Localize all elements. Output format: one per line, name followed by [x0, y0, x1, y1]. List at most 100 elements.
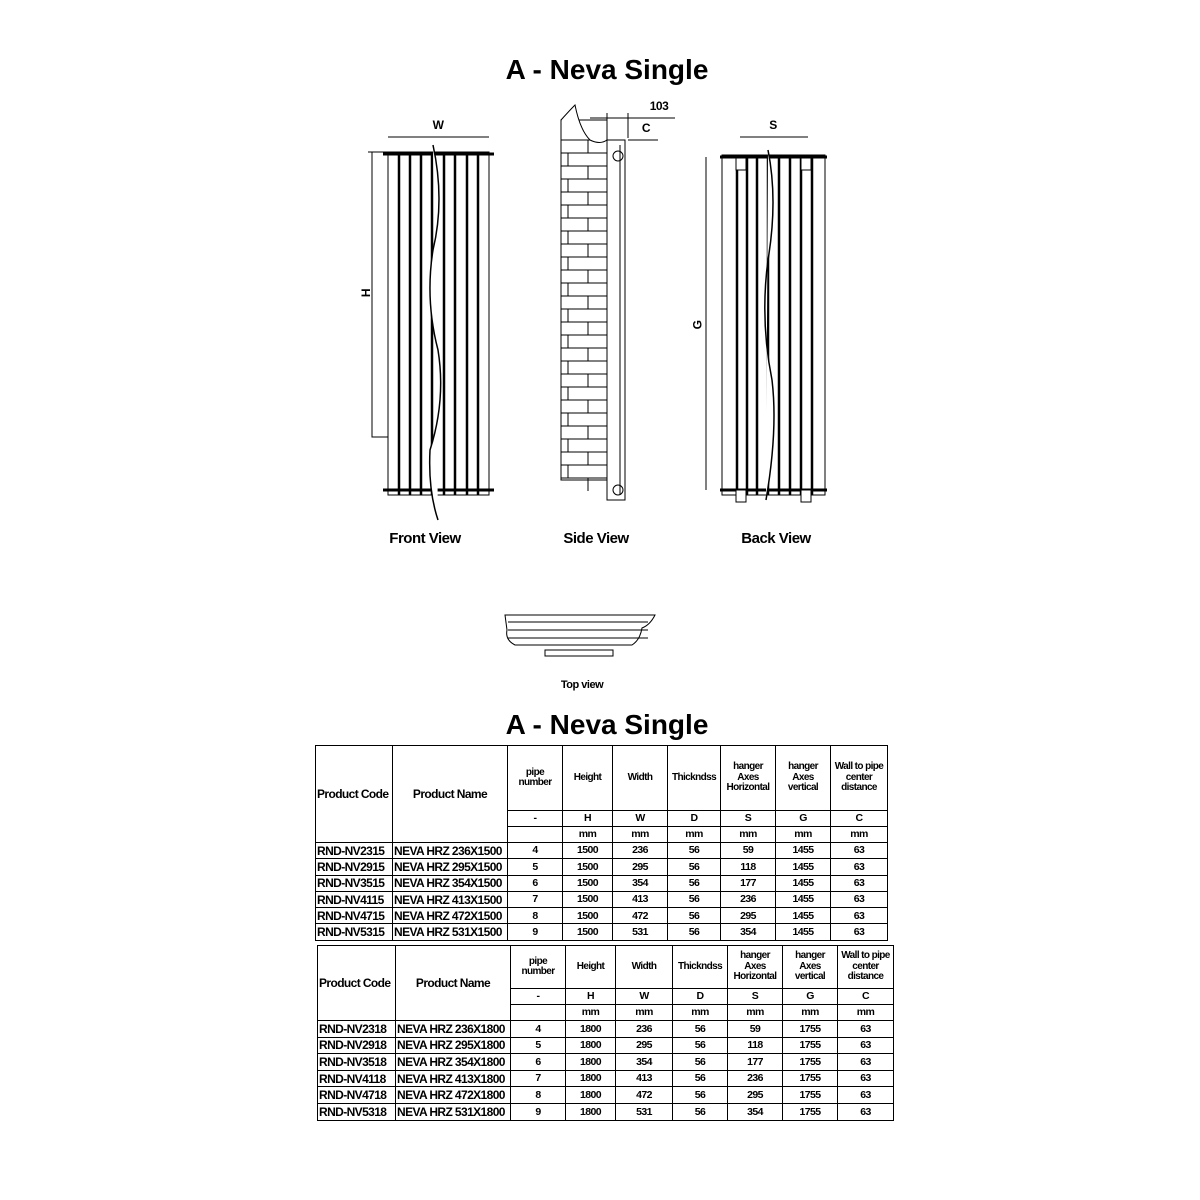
table-cell: 1455 [775, 858, 831, 876]
unit-cell: mm [562, 826, 613, 843]
symbol-cell: - [510, 988, 566, 1005]
table-cell: 56 [672, 1036, 728, 1055]
table-cell: 295 [720, 907, 776, 925]
table-cell: 7 [510, 1069, 566, 1088]
dim-s-label: S [769, 118, 777, 132]
unit-cell: mm [775, 826, 831, 843]
table-row: RND-NV5315 NEVA HRZ 531X1500 9 1500 531 56 354… [315, 923, 888, 941]
column-header: Wall to pipe center distance [837, 945, 894, 989]
table-cell: 1755 [782, 1036, 838, 1055]
unit-cell: mm [667, 826, 721, 843]
column-header: hanger Axes vertical [782, 945, 838, 989]
dim-c-lines [590, 113, 675, 141]
table-cell: 6 [510, 1053, 566, 1071]
table-row: RND-NV4115 NEVA HRZ 413X1500 7 1500 413 56 236… [315, 890, 888, 909]
table-cell: RND-NV5318 [317, 1102, 396, 1121]
table-row: RND-NV4718 NEVA HRZ 472X1800 8 1800 472 56 295… [317, 1086, 894, 1104]
table-cell: 4 [510, 1020, 566, 1038]
table-cell: 9 [507, 923, 563, 941]
table-cell: RND-NV2318 [317, 1020, 396, 1038]
table-cell: 56 [667, 907, 721, 925]
table-cell: RND-NV3518 [317, 1053, 396, 1071]
unit-cell: mm [672, 1004, 728, 1021]
column-header: Product Name [392, 745, 508, 843]
dim-103-label: 103 [649, 99, 669, 113]
table-cell: 56 [667, 841, 721, 860]
column-header: Thickndss [667, 745, 721, 811]
column-header: Product Name [395, 945, 511, 1021]
table-cell: RND-NV5315 [315, 923, 393, 941]
table-cell: NEVA HRZ 295X1500 [392, 858, 508, 876]
side-radiator [606, 139, 626, 501]
hanger-bracket [800, 157, 812, 171]
table-cell: 354 [615, 1053, 673, 1071]
unit-cell: mm [727, 1004, 783, 1021]
table-row: RND-NV2315 NEVA HRZ 236X1500 4 1500 236 56 59 1… [315, 841, 888, 860]
table-row: RND-NV3515 NEVA HRZ 354X1500 6 1500 354 56 177… [315, 874, 888, 892]
symbol-cell: - [507, 810, 563, 827]
table-cell: 1755 [782, 1102, 838, 1121]
table-cell: 56 [667, 923, 721, 941]
table-cell: 1455 [775, 890, 831, 909]
back-view-frame [721, 154, 826, 496]
column-header: pipe number [507, 745, 563, 811]
unit-cell: mm [612, 826, 668, 843]
table-cell: 59 [720, 841, 776, 860]
unit-cell [507, 826, 563, 843]
top-view-radiator [544, 649, 614, 657]
table-cell: 236 [612, 841, 668, 860]
table-cell: 9 [510, 1102, 566, 1121]
table-row: RND-NV2915 NEVA HRZ 295X1500 5 1500 295 56 118… [315, 858, 888, 876]
table-row: RND-NV4715 NEVA HRZ 472X1500 8 1500 472 56 295… [315, 907, 888, 925]
table-cell: 59 [727, 1020, 783, 1038]
table-cell: 177 [727, 1053, 783, 1071]
table-cell: 7 [507, 890, 563, 909]
table-cell: 295 [612, 858, 668, 876]
side-bracket-top [612, 150, 624, 162]
table-cell: 236 [720, 890, 776, 909]
table-row: RND-NV2318 NEVA HRZ 236X1800 4 1800 236 56 59 1… [317, 1020, 894, 1038]
hanger-bracket [800, 489, 812, 503]
table-cell: 56 [672, 1102, 728, 1121]
table-cell: 1500 [562, 858, 613, 876]
table-cell: NEVA HRZ 413X1500 [392, 890, 508, 909]
table-cell: 1500 [562, 923, 613, 941]
table-cell: 63 [837, 1053, 894, 1071]
column-header: Wall to pipe center distance [830, 745, 888, 811]
column-header: Height [565, 945, 616, 989]
table-cell: 1800 [565, 1086, 616, 1104]
table-cell: 354 [727, 1102, 783, 1121]
spec-table-1800: Product Code Product Name pipe number Heigh… [317, 945, 894, 1121]
table-row: RND-NV5318 NEVA HRZ 531X1800 9 1800 531 56 354… [317, 1102, 894, 1121]
table-cell: 56 [667, 874, 721, 892]
table-cell: 1800 [565, 1069, 616, 1088]
table-cell: 1800 [565, 1036, 616, 1055]
table-cell: 6 [507, 874, 563, 892]
table-cell: 56 [672, 1086, 728, 1104]
symbol-cell: S [720, 810, 776, 827]
top-view-wall [504, 614, 656, 646]
table-cell: 1800 [565, 1102, 616, 1121]
table-cell: 413 [615, 1069, 673, 1088]
table-cell: 63 [830, 890, 888, 909]
hanger-bracket [735, 157, 747, 171]
table-cell: NEVA HRZ 531X1500 [392, 923, 508, 941]
table-cell: 413 [612, 890, 668, 909]
hanger-bracket [735, 489, 747, 503]
front-view-label: Front View [389, 530, 461, 547]
table-row: RND-NV3518 NEVA HRZ 354X1800 6 1800 354 56 177… [317, 1053, 894, 1071]
table-cell: 63 [837, 1102, 894, 1121]
unit-cell: mm [720, 826, 776, 843]
table-cell: NEVA HRZ 295X1800 [395, 1036, 511, 1055]
table-cell: 295 [727, 1086, 783, 1104]
column-header: Height [562, 745, 613, 811]
table-cell: 63 [830, 841, 888, 860]
symbol-cell: H [562, 810, 613, 827]
dim-h-line [368, 151, 388, 438]
table-cell: 295 [615, 1036, 673, 1055]
table-cell: NEVA HRZ 472X1800 [395, 1086, 511, 1104]
table-cell: 63 [837, 1020, 894, 1038]
table-row: RND-NV2918 NEVA HRZ 295X1800 5 1800 295 56 118… [317, 1036, 894, 1055]
table-cell: 472 [612, 907, 668, 925]
table-cell: NEVA HRZ 354X1800 [395, 1053, 511, 1071]
